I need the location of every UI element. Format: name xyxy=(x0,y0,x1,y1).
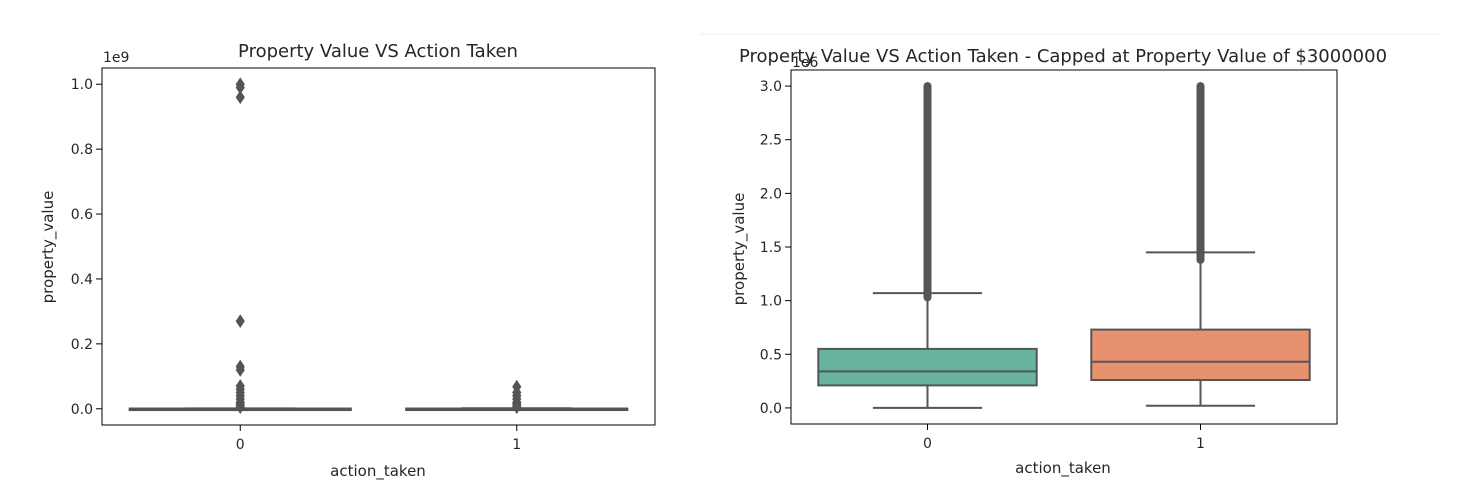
left-outlier xyxy=(512,400,522,415)
right-xtick-label: 1 xyxy=(1196,436,1205,452)
left-offset-label: 1e9 xyxy=(103,50,129,66)
right-ytick-label: 2.0 xyxy=(760,186,782,202)
left-xtick-label: 0 xyxy=(236,437,245,453)
left-chart-title: Property Value VS Action Taken xyxy=(238,41,518,62)
right-plot-area: 0.0 0.5 1.0 1.5 2.0 2.5 3.0 0 1 xyxy=(760,79,1311,452)
right-chart-title: Property Value VS Action Taken - Capped … xyxy=(739,46,1387,67)
right-axes-frame xyxy=(790,69,1338,425)
right-xtick-label: 0 xyxy=(923,436,932,452)
left-ytick-label: 0.8 xyxy=(71,142,93,158)
left-xtick-label: 1 xyxy=(512,437,521,453)
right-box xyxy=(817,347,1038,387)
left-outlier xyxy=(235,362,245,377)
left-outlier xyxy=(235,400,245,415)
left-chart: Property Value VS Action Taken 1e9 0.00.… xyxy=(39,41,656,481)
left-ytick-label: 1.0 xyxy=(71,77,93,93)
right-ytick-label: 0.0 xyxy=(760,401,782,417)
right-outlier-band xyxy=(923,82,932,302)
left-ytick-label: 0.6 xyxy=(71,207,93,223)
right-offset-label: 1e6 xyxy=(792,55,819,71)
left-ytick-label: 0.2 xyxy=(71,337,93,353)
right-box xyxy=(1090,328,1311,382)
left-outlier xyxy=(235,314,245,329)
right-chart: 0.0 0.5 1.0 1.5 2.0 2.5 3.0 0 1 1e6 Property Val… xyxy=(730,46,1387,478)
right-xlabel: action_taken xyxy=(1015,459,1111,478)
right-ytick-label: 0.5 xyxy=(760,347,782,363)
left-plot-area: 0.0 0.2 0.4 0.6 0.8 1.0 0 1 xyxy=(71,77,629,453)
left-outlier xyxy=(235,90,245,105)
right-ytick-label: 1.0 xyxy=(760,294,782,310)
left-axes-frame xyxy=(101,67,656,426)
right-ytick-label: 3.0 xyxy=(760,79,782,95)
left-xlabel: action_taken xyxy=(330,462,426,481)
right-ytick-label: 2.5 xyxy=(760,133,782,149)
right-ytick-label: 1.5 xyxy=(760,240,782,256)
right-ylabel: property_value xyxy=(730,193,749,306)
left-ylabel: property_value xyxy=(39,191,58,304)
left-ytick-label: 0.0 xyxy=(71,402,93,418)
left-ytick-label: 0.4 xyxy=(71,272,93,288)
right-outlier-band xyxy=(1196,82,1205,264)
